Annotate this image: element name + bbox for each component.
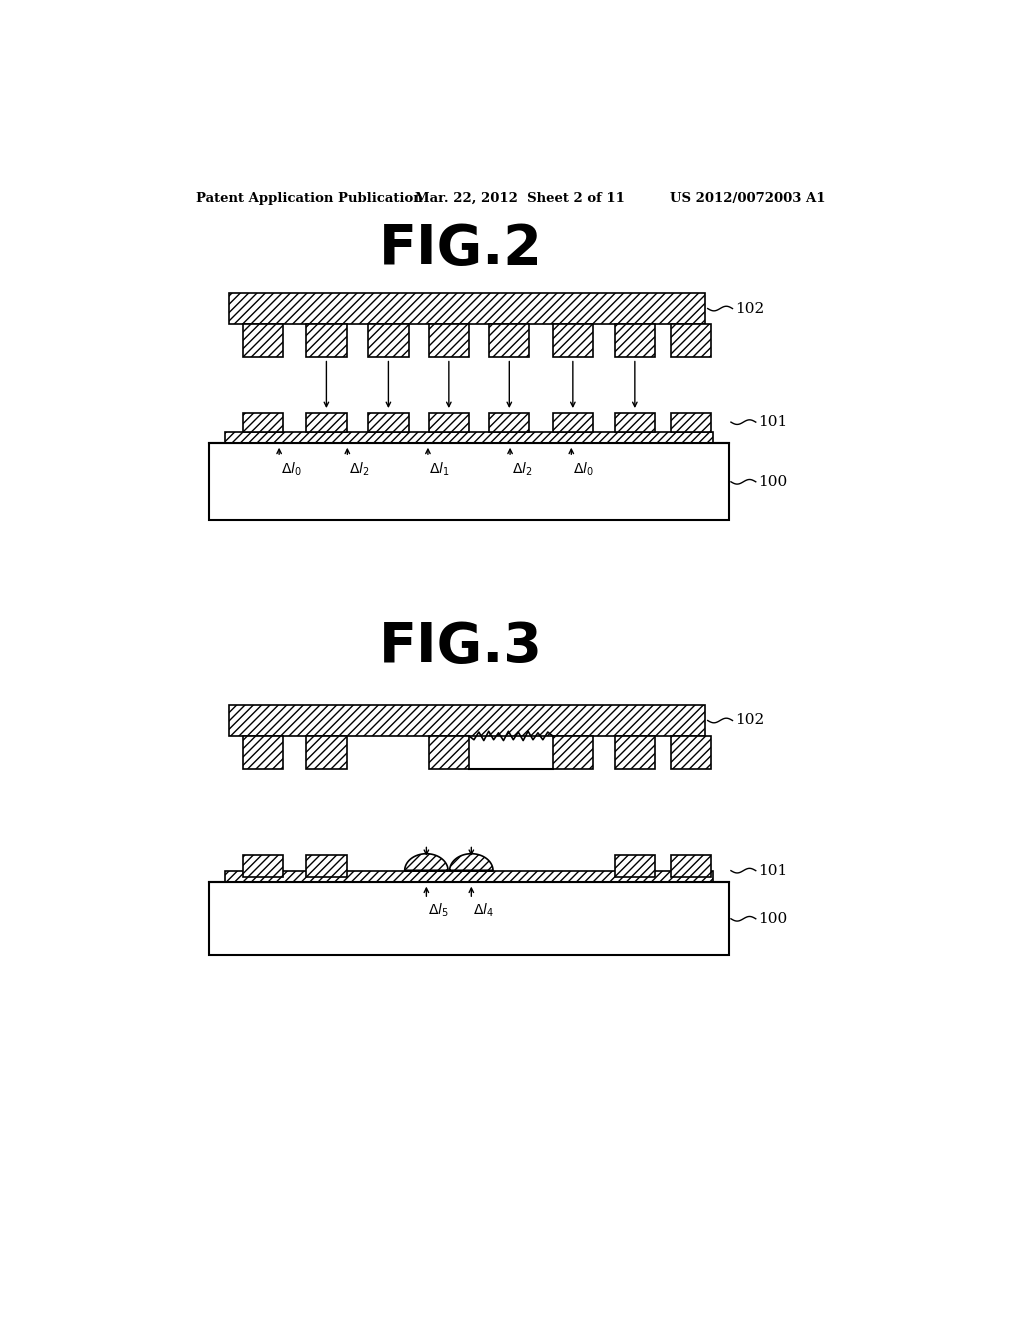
Bar xyxy=(306,855,346,876)
Bar xyxy=(553,737,593,770)
Text: $\Delta l_5$: $\Delta l_5$ xyxy=(428,902,449,919)
Bar xyxy=(228,705,706,737)
Bar xyxy=(614,412,655,432)
Bar xyxy=(489,323,529,358)
Bar xyxy=(225,432,713,444)
Text: FIG.3: FIG.3 xyxy=(379,620,543,675)
Bar xyxy=(306,412,346,432)
Text: FIG.2: FIG.2 xyxy=(379,222,543,276)
Bar xyxy=(671,412,711,432)
Bar xyxy=(228,293,706,323)
Bar xyxy=(614,323,655,358)
Bar xyxy=(614,855,655,876)
Text: $\Delta l_2$: $\Delta l_2$ xyxy=(349,461,370,478)
Text: $\Delta l_0$: $\Delta l_0$ xyxy=(281,461,301,478)
Bar xyxy=(429,412,469,432)
Bar xyxy=(243,737,283,770)
Bar xyxy=(553,412,593,432)
Text: US 2012/0072003 A1: US 2012/0072003 A1 xyxy=(671,191,826,205)
Bar xyxy=(306,323,346,358)
Bar xyxy=(553,323,593,358)
Bar xyxy=(369,412,409,432)
Polygon shape xyxy=(404,854,449,871)
Text: $\Delta l_4$: $\Delta l_4$ xyxy=(473,902,494,919)
Text: $\Delta l_0$: $\Delta l_0$ xyxy=(572,461,594,478)
Bar xyxy=(243,323,283,358)
Bar xyxy=(243,412,283,432)
Bar xyxy=(225,871,713,882)
Bar xyxy=(429,737,469,770)
Bar xyxy=(671,855,711,876)
Text: Patent Application Publication: Patent Application Publication xyxy=(197,191,423,205)
Bar xyxy=(369,323,409,358)
Text: 100: 100 xyxy=(758,912,787,925)
Polygon shape xyxy=(450,854,493,871)
Text: $\Delta l_1$: $\Delta l_1$ xyxy=(429,461,451,478)
Text: 101: 101 xyxy=(758,863,787,878)
Bar xyxy=(671,737,711,770)
Bar xyxy=(489,412,529,432)
Bar xyxy=(243,855,283,876)
Bar xyxy=(209,882,729,956)
Bar xyxy=(671,323,711,358)
Text: 101: 101 xyxy=(758,414,787,429)
Text: 100: 100 xyxy=(758,475,787,488)
Bar xyxy=(306,737,346,770)
Text: 102: 102 xyxy=(735,714,764,727)
Bar xyxy=(209,444,729,520)
Text: 102: 102 xyxy=(735,301,764,315)
Bar xyxy=(429,323,469,358)
Text: Mar. 22, 2012  Sheet 2 of 11: Mar. 22, 2012 Sheet 2 of 11 xyxy=(415,191,625,205)
Bar xyxy=(614,737,655,770)
Text: $\Delta l_2$: $\Delta l_2$ xyxy=(512,461,532,478)
